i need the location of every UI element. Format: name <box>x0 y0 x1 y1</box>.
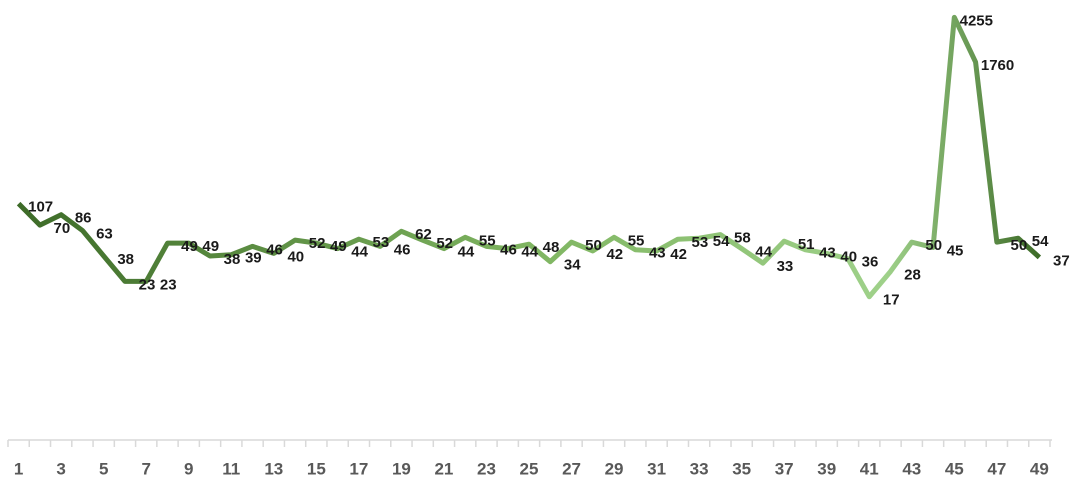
data-label: 44 <box>755 244 772 261</box>
data-label: 52 <box>436 235 453 252</box>
data-label: 46 <box>266 241 283 258</box>
data-label: 40 <box>287 248 304 265</box>
data-label: 23 <box>139 276 156 293</box>
x-tick-label: 37 <box>775 459 794 478</box>
x-tick-label: 9 <box>184 459 193 478</box>
data-label: 54 <box>713 233 730 250</box>
data-label: 43 <box>649 245 666 262</box>
data-label: 44 <box>351 244 368 261</box>
data-label: 54 <box>1032 233 1049 250</box>
data-label: 49 <box>202 238 219 255</box>
data-label: 70 <box>54 220 71 237</box>
x-tick-label: 5 <box>99 459 108 478</box>
x-tick-label: 29 <box>605 459 624 478</box>
data-label: 107 <box>28 199 53 216</box>
data-label: 45 <box>947 242 964 259</box>
data-label: 4255 <box>960 12 993 29</box>
data-label: 38 <box>117 251 134 268</box>
data-label: 55 <box>628 232 645 249</box>
data-label: 52 <box>309 235 326 252</box>
data-label: 51 <box>798 236 815 253</box>
data-label: 53 <box>373 234 390 251</box>
x-tick-label: 49 <box>1030 459 1049 478</box>
data-label: 42 <box>606 246 623 263</box>
data-label: 34 <box>564 257 581 274</box>
data-label: 39 <box>245 250 262 267</box>
data-label: 23 <box>160 276 177 293</box>
data-label: 38 <box>224 251 241 268</box>
data-label: 53 <box>692 234 709 251</box>
x-tick-label: 27 <box>562 459 581 478</box>
x-tick-label: 33 <box>690 459 709 478</box>
x-tick-label: 1 <box>14 459 23 478</box>
data-label: 43 <box>819 245 836 262</box>
data-label: 37 <box>1053 252 1070 269</box>
data-label: 42 <box>670 246 687 263</box>
data-label: 44 <box>458 244 475 261</box>
data-label: 44 <box>521 244 538 261</box>
x-tick-label: 31 <box>647 459 666 478</box>
data-label: 46 <box>500 241 517 258</box>
data-label: 50 <box>925 237 942 254</box>
x-tick-label: 17 <box>349 459 368 478</box>
data-label: 40 <box>840 248 857 265</box>
x-tick-label: 13 <box>264 459 283 478</box>
x-tick-label: 35 <box>732 459 751 478</box>
data-label: 46 <box>394 241 411 258</box>
x-tick-label: 19 <box>392 459 411 478</box>
x-tick-label: 43 <box>902 459 921 478</box>
x-tick-label: 45 <box>945 459 964 478</box>
data-label: 49 <box>181 238 198 255</box>
x-tick-label: 11 <box>222 459 240 478</box>
x-tick-label: 21 <box>434 459 453 478</box>
x-tick-label: 15 <box>307 459 326 478</box>
data-label: 36 <box>862 254 879 271</box>
data-label: 63 <box>96 225 113 242</box>
data-label: 50 <box>1010 237 1027 254</box>
data-label: 33 <box>777 258 794 275</box>
x-tick-label: 39 <box>817 459 836 478</box>
data-label: 28 <box>904 266 921 283</box>
data-label: 55 <box>479 232 496 249</box>
line <box>16 14 1042 300</box>
data-label: 17 <box>883 292 900 309</box>
data-label: 62 <box>415 226 432 243</box>
x-tick-label: 7 <box>141 459 150 478</box>
data-label: 1760 <box>981 57 1014 74</box>
x-tick-label: 23 <box>477 459 496 478</box>
data-label: 58 <box>734 230 751 247</box>
data-label: 49 <box>330 238 347 255</box>
x-tick-label: 25 <box>520 459 539 478</box>
x-tick-label: 41 <box>860 459 879 478</box>
data-label: 50 <box>585 237 602 254</box>
x-tick-label: 47 <box>987 459 1006 478</box>
data-label: 48 <box>543 239 560 256</box>
x-tick-label: 3 <box>56 459 65 478</box>
data-label: 86 <box>75 210 92 227</box>
